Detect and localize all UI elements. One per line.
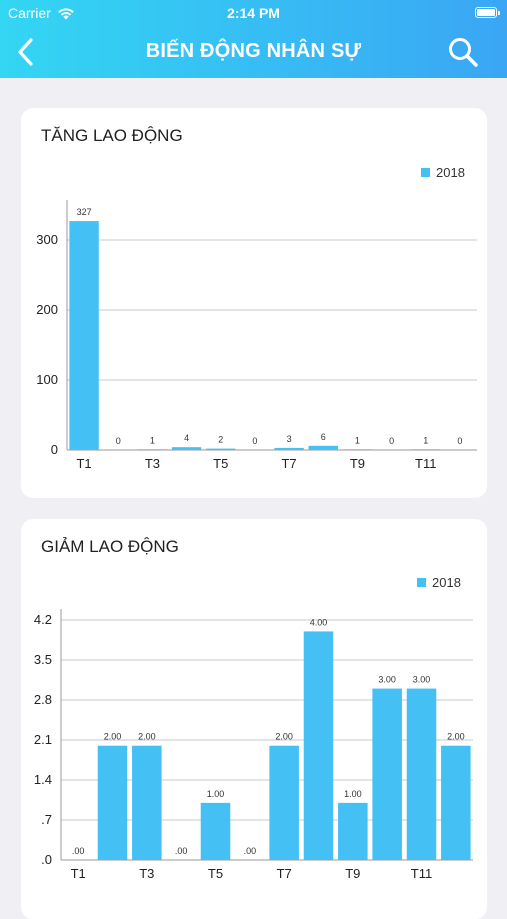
header xyxy=(0,0,507,78)
decrease-bar-chart: 2018 .0 .7 1.4 2.1 2.8 3.5 4.2 .00 T1 2.00 2.00 T3 .0… xyxy=(34,575,473,881)
navigation-bar: BIẾN ĐỘNG NHÂN SỰ xyxy=(0,28,507,78)
bar-T11 xyxy=(411,449,441,450)
value-label: .00 xyxy=(244,846,257,856)
legend-label: 2018 xyxy=(432,575,461,590)
increase-bar-chart: 2018 0 100 200 300 327 T1 0 1 T3 4 2 T5 0 3 T7 6 1 T9 0 1 T11… xyxy=(36,165,477,471)
x-tick-label: T9 xyxy=(350,456,365,471)
x-tick-label: T9 xyxy=(345,866,360,881)
x-tick-label: T5 xyxy=(208,866,223,881)
value-label: 2 xyxy=(218,435,223,445)
value-label: 4 xyxy=(184,433,189,443)
bar-T9 xyxy=(338,802,368,860)
bar-T3 xyxy=(132,745,162,860)
carrier-label: Carrier xyxy=(8,5,51,21)
bar-T11 xyxy=(406,688,437,860)
bar-T1 xyxy=(69,221,99,450)
bar-T4 xyxy=(171,447,202,450)
x-tick-label: T11 xyxy=(415,456,436,471)
bar-T10 xyxy=(372,688,402,860)
battery-icon xyxy=(475,7,500,18)
x-tick-label: T1 xyxy=(76,456,91,471)
value-label: 327 xyxy=(77,207,92,217)
chevron-left-icon xyxy=(18,38,33,66)
legend-label: 2018 xyxy=(436,165,465,180)
decrease-chart-card: GIẢM LAO ĐỘNG 2018 .0 .7 1.4 2.1 2.8 3.5 4.2 .00… xyxy=(21,519,487,919)
x-tick-label: T3 xyxy=(139,866,154,881)
y-tick-label: 1.4 xyxy=(34,772,52,787)
increase-chart-card: TĂNG LAO ĐỘNG 2018 0 100 200 300 327 T1 0 1 T3 4 2 T… xyxy=(21,108,487,498)
bar-T5 xyxy=(200,802,231,860)
value-label: 2.00 xyxy=(138,732,156,742)
value-label: 0 xyxy=(116,436,121,446)
search-icon xyxy=(449,38,478,67)
value-label: 1 xyxy=(423,435,428,445)
page-title: BIẾN ĐỘNG NHÂN SỰ xyxy=(145,40,362,62)
back-button[interactable] xyxy=(8,34,44,70)
x-tick-label: T1 xyxy=(71,866,86,881)
value-label: 1.00 xyxy=(207,789,225,799)
legend-swatch xyxy=(421,168,430,177)
y-tick-label: 300 xyxy=(36,232,58,247)
value-label: .00 xyxy=(72,846,85,856)
bar-T8 xyxy=(303,631,334,860)
value-label: 1 xyxy=(150,435,155,445)
value-label: 0 xyxy=(252,436,257,446)
status-bar: Carrier 2:14 PM xyxy=(0,0,507,28)
legend-swatch xyxy=(417,578,426,587)
value-label: 2.00 xyxy=(275,732,293,742)
value-label: 1 xyxy=(355,435,360,445)
y-tick-label: 2.1 xyxy=(34,732,52,747)
status-left: Carrier xyxy=(8,5,75,21)
bar-T5 xyxy=(206,448,236,450)
x-tick-label: T7 xyxy=(277,866,292,881)
bar-T7 xyxy=(274,447,304,450)
bar-T3 xyxy=(137,449,168,450)
bar-T12 xyxy=(441,745,471,860)
value-label: 3.00 xyxy=(378,675,396,685)
value-label: 6 xyxy=(321,432,326,442)
y-tick-label: 0 xyxy=(51,442,58,457)
y-tick-label: .0 xyxy=(41,852,52,867)
value-label: 2.00 xyxy=(447,732,465,742)
bar-T7 xyxy=(269,745,299,860)
x-tick-label: T5 xyxy=(213,456,228,471)
y-tick-label: 3.5 xyxy=(34,652,52,667)
y-tick-label: 100 xyxy=(36,372,58,387)
bar-T2 xyxy=(97,745,128,860)
value-label: 2.00 xyxy=(104,732,122,742)
x-tick-label: T11 xyxy=(411,866,432,881)
status-time: 2:14 PM xyxy=(227,5,280,21)
y-tick-label: .7 xyxy=(41,812,52,827)
search-button[interactable] xyxy=(445,34,481,70)
value-label: 3 xyxy=(287,434,292,444)
value-label: 1.00 xyxy=(344,789,362,799)
bar-T8 xyxy=(308,445,338,450)
y-tick-label: 200 xyxy=(36,302,58,317)
y-tick-label: 2.8 xyxy=(34,692,52,707)
value-label: 4.00 xyxy=(310,617,328,627)
wifi-icon xyxy=(57,7,74,19)
value-label: .00 xyxy=(175,846,188,856)
chart-title: GIẢM LAO ĐỘNG xyxy=(41,537,179,556)
x-tick-label: T7 xyxy=(281,456,296,471)
value-label: 0 xyxy=(457,436,462,446)
chart-title: TĂNG LAO ĐỘNG xyxy=(41,126,183,145)
x-tick-label: T3 xyxy=(145,456,160,471)
bar-T9 xyxy=(342,449,373,450)
y-tick-label: 4.2 xyxy=(34,612,52,627)
value-label: 3.00 xyxy=(413,675,431,685)
value-label: 0 xyxy=(389,436,394,446)
